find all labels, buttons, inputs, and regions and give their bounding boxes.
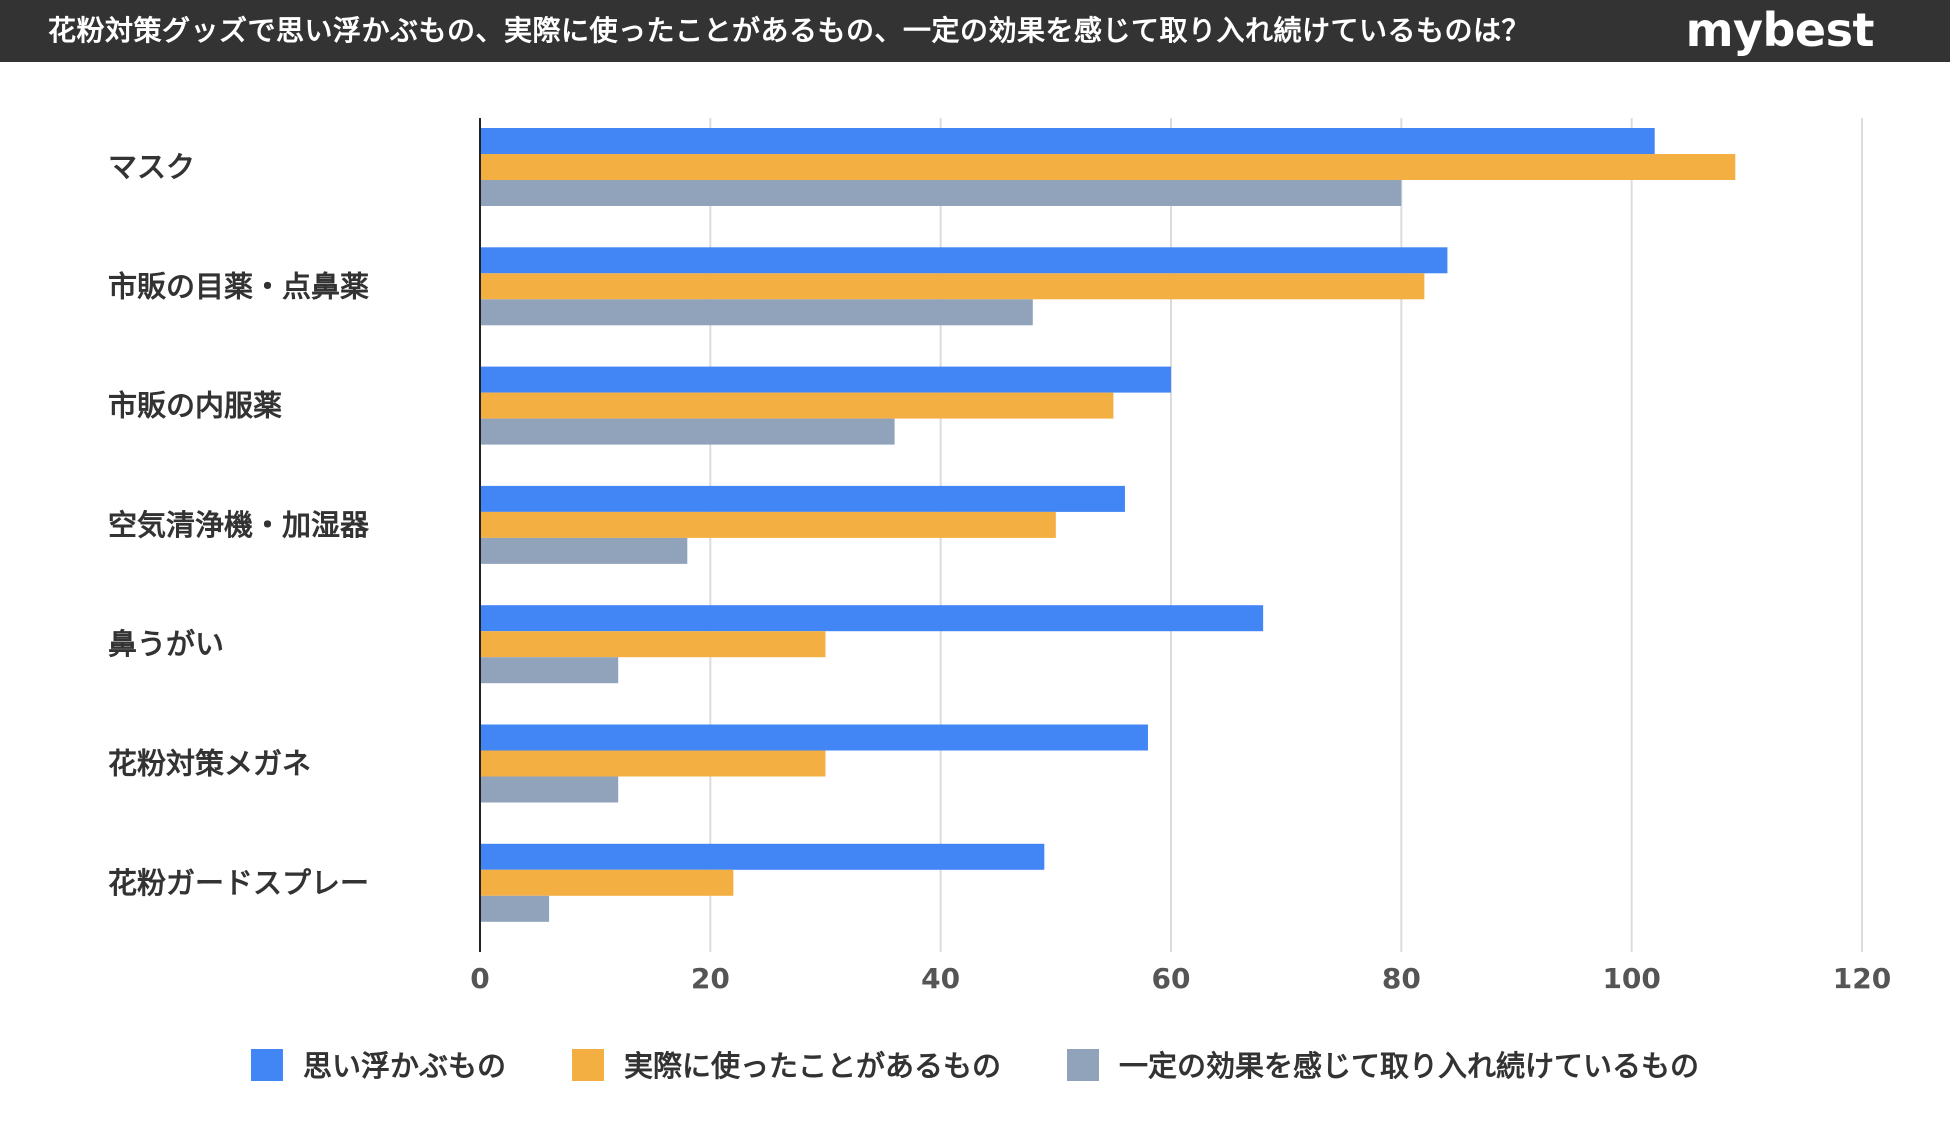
legend-label: 思い浮かぶもの [303, 1049, 506, 1083]
header-bar: 花粉対策グッズで思い浮かぶもの、実際に使ったことがあるもの、一定の効果を感じて取… [0, 0, 1950, 62]
x-tick-label: 120 [1833, 962, 1891, 995]
bar-3 [480, 895, 550, 922]
x-tick-label: 60 [1152, 962, 1191, 995]
category-label: マスク [108, 150, 195, 184]
legend-swatch [1067, 1049, 1100, 1081]
legend-item-1: 思い浮かぶもの [250, 1049, 506, 1083]
x-tick-label: 0 [470, 962, 489, 995]
bar-3 [480, 657, 619, 684]
bar-3 [480, 418, 895, 445]
legend-label: 実際に使ったことがあるもの [624, 1049, 1001, 1083]
brand-logo: mybest [1685, 3, 1875, 57]
bar-2 [480, 511, 1056, 538]
category-label: 花粉ガードスプレー [108, 866, 369, 900]
chart-title: 花粉対策グッズで思い浮かぶもの、実際に使ったことがあるもの、一定の効果を感じて取… [48, 14, 1531, 47]
x-tick-label: 40 [921, 962, 960, 995]
category-labels: マスク市販の目薬・点鼻薬市販の内服薬空気清浄機・加湿器鼻うがい花粉対策メガネ花粉… [108, 150, 370, 900]
bar-1 [480, 247, 1448, 274]
x-axis-ticks: 0 20 40 60 80 100 120 [470, 962, 1891, 995]
bar-2 [480, 869, 734, 896]
bar-2 [480, 750, 826, 777]
legend-swatch [571, 1049, 604, 1081]
bar-1 [480, 724, 1148, 751]
bar-1 [480, 366, 1171, 393]
category-label: 市販の内服薬 [108, 389, 282, 423]
legend-label: 一定の効果を感じて取り入れ続けているもの [1119, 1049, 1699, 1083]
legend-swatch [250, 1049, 283, 1081]
bar-2 [480, 392, 1114, 419]
legend-item-3: 一定の効果を感じて取り入れ続けているもの [1067, 1049, 1699, 1083]
category-label: 鼻うがい [108, 627, 224, 661]
category-label: 市販の目薬・点鼻薬 [108, 269, 369, 303]
x-tick-label: 100 [1602, 962, 1660, 995]
bars [480, 128, 1736, 922]
bar-1 [480, 485, 1125, 512]
bar-1 [480, 128, 1655, 154]
x-tick-label: 20 [691, 962, 730, 995]
category-label: 花粉対策メガネ [108, 747, 311, 781]
x-tick-label: 80 [1382, 962, 1421, 995]
bar-2 [480, 273, 1425, 300]
bar-1 [480, 605, 1264, 632]
bar-2 [480, 631, 826, 658]
bar-3 [480, 776, 619, 803]
legend: 思い浮かぶもの 実際に使ったことがあるもの 一定の効果を感じて取り入れ続けているもの [250, 1049, 1699, 1083]
bar-3 [480, 299, 1033, 326]
legend-item-2: 実際に使ったことがあるもの [571, 1049, 1001, 1083]
bar-1 [480, 843, 1045, 870]
bar-3 [480, 537, 688, 564]
bar-3 [480, 180, 1402, 206]
bar-2 [480, 154, 1736, 180]
category-label: 空気清浄機・加湿器 [108, 508, 370, 542]
